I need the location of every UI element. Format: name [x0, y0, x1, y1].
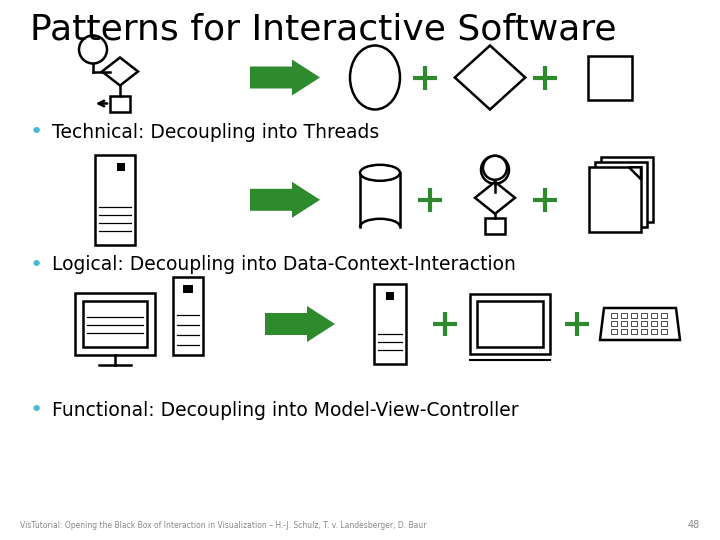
FancyBboxPatch shape [621, 321, 627, 326]
FancyBboxPatch shape [173, 277, 203, 355]
FancyBboxPatch shape [477, 301, 543, 347]
Text: Logical: Decoupling into Data-Context-Interaction: Logical: Decoupling into Data-Context-In… [52, 255, 516, 274]
Circle shape [481, 156, 509, 184]
Polygon shape [475, 182, 515, 214]
Ellipse shape [360, 165, 400, 181]
FancyBboxPatch shape [611, 321, 617, 326]
FancyBboxPatch shape [611, 329, 617, 334]
Circle shape [483, 156, 507, 180]
FancyBboxPatch shape [601, 157, 653, 222]
Text: VisTutorial: Opening the Black Box of Interaction in Visualization – H.-J. Schul: VisTutorial: Opening the Black Box of In… [20, 521, 426, 530]
FancyBboxPatch shape [641, 313, 647, 318]
Text: •: • [30, 400, 43, 421]
FancyBboxPatch shape [621, 329, 627, 334]
Ellipse shape [350, 45, 400, 110]
FancyBboxPatch shape [83, 301, 147, 347]
FancyBboxPatch shape [631, 329, 637, 334]
Polygon shape [250, 182, 320, 218]
FancyBboxPatch shape [485, 218, 505, 234]
Text: •: • [30, 122, 43, 143]
FancyBboxPatch shape [611, 313, 617, 318]
Text: Functional: Decoupling into Model-View-Controller: Functional: Decoupling into Model-View-C… [52, 401, 518, 420]
FancyBboxPatch shape [651, 313, 657, 318]
FancyBboxPatch shape [117, 163, 125, 171]
FancyBboxPatch shape [631, 313, 637, 318]
FancyBboxPatch shape [661, 313, 667, 318]
FancyBboxPatch shape [374, 284, 406, 364]
FancyBboxPatch shape [621, 313, 627, 318]
FancyBboxPatch shape [110, 96, 130, 111]
Polygon shape [265, 306, 335, 342]
Polygon shape [250, 59, 320, 96]
FancyBboxPatch shape [588, 56, 632, 99]
FancyBboxPatch shape [386, 292, 394, 300]
Text: Patterns for Interactive Software: Patterns for Interactive Software [30, 12, 616, 46]
FancyBboxPatch shape [651, 321, 657, 326]
Polygon shape [600, 308, 680, 340]
Text: 48: 48 [688, 520, 700, 530]
FancyBboxPatch shape [661, 321, 667, 326]
Polygon shape [102, 57, 138, 85]
FancyBboxPatch shape [589, 167, 641, 232]
FancyBboxPatch shape [183, 285, 193, 293]
FancyBboxPatch shape [631, 321, 637, 326]
Text: •: • [30, 254, 43, 275]
Text: Technical: Decoupling into Threads: Technical: Decoupling into Threads [52, 123, 379, 142]
FancyBboxPatch shape [595, 163, 647, 227]
FancyBboxPatch shape [651, 329, 657, 334]
FancyBboxPatch shape [95, 155, 135, 245]
FancyBboxPatch shape [641, 321, 647, 326]
FancyBboxPatch shape [641, 329, 647, 334]
FancyBboxPatch shape [75, 293, 155, 355]
FancyBboxPatch shape [661, 329, 667, 334]
FancyBboxPatch shape [470, 294, 550, 354]
Polygon shape [455, 45, 525, 110]
Circle shape [79, 36, 107, 64]
Polygon shape [629, 167, 641, 179]
